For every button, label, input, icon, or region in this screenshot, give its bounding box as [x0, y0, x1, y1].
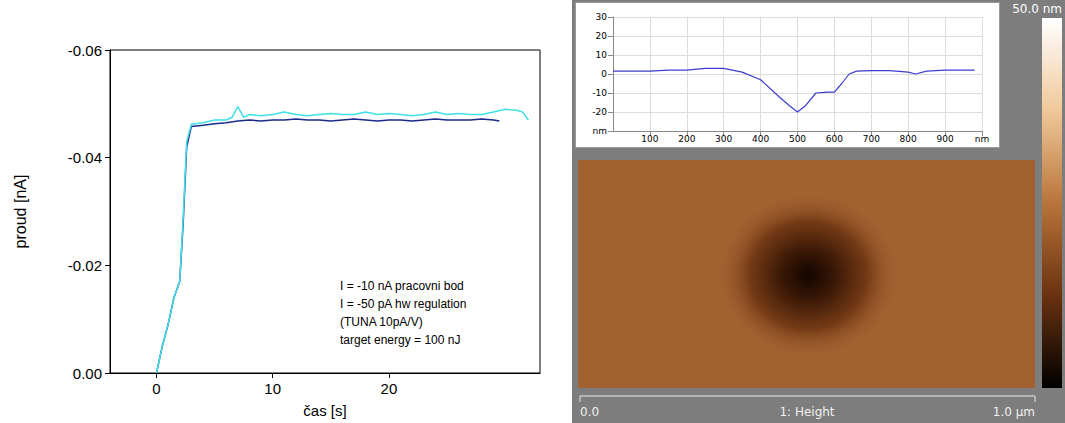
svg-text:-10: -10 [592, 88, 607, 98]
svg-text:0: 0 [601, 69, 607, 79]
svg-text:-0.04: -0.04 [68, 149, 102, 166]
svg-text:900: 900 [937, 134, 954, 144]
svg-text:proud [nA]: proud [nA] [12, 175, 29, 249]
svg-text:50.0 nm: 50.0 nm [1012, 2, 1062, 16]
svg-text:0: 0 [152, 380, 160, 397]
svg-text:100: 100 [641, 134, 658, 144]
svg-text:0.00: 0.00 [73, 365, 102, 382]
svg-text:I = -10 nA pracovni bod: I = -10 nA pracovni bod [340, 279, 464, 293]
svg-text:800: 800 [900, 134, 917, 144]
svg-text:30: 30 [596, 12, 608, 22]
svg-text:-20: -20 [592, 107, 607, 117]
svg-text:(TUNA 10pA/V): (TUNA 10pA/V) [340, 315, 423, 329]
svg-text:600: 600 [826, 134, 843, 144]
svg-text:nm: nm [975, 134, 989, 144]
svg-text:20: 20 [381, 380, 398, 397]
svg-text:700: 700 [863, 134, 880, 144]
svg-text:10: 10 [596, 50, 608, 60]
svg-text:nm: nm [593, 126, 607, 136]
svg-text:300: 300 [715, 134, 732, 144]
svg-text:400: 400 [752, 134, 769, 144]
svg-text:-0.02: -0.02 [68, 257, 102, 274]
svg-text:10: 10 [264, 380, 281, 397]
svg-text:0.0: 0.0 [580, 405, 599, 419]
svg-text:500: 500 [789, 134, 806, 144]
svg-text:200: 200 [678, 134, 695, 144]
svg-text:čas [s]: čas [s] [303, 402, 346, 419]
svg-text:20: 20 [596, 31, 608, 41]
svg-text:I = -50 pA hw regulation: I = -50 pA hw regulation [340, 297, 466, 311]
svg-text:target energy = 100 nJ: target energy = 100 nJ [340, 333, 460, 347]
svg-text:1.0 µm: 1.0 µm [993, 405, 1035, 419]
svg-text:-0.06: -0.06 [68, 42, 102, 59]
svg-text:1: Height: 1: Height [779, 405, 834, 419]
